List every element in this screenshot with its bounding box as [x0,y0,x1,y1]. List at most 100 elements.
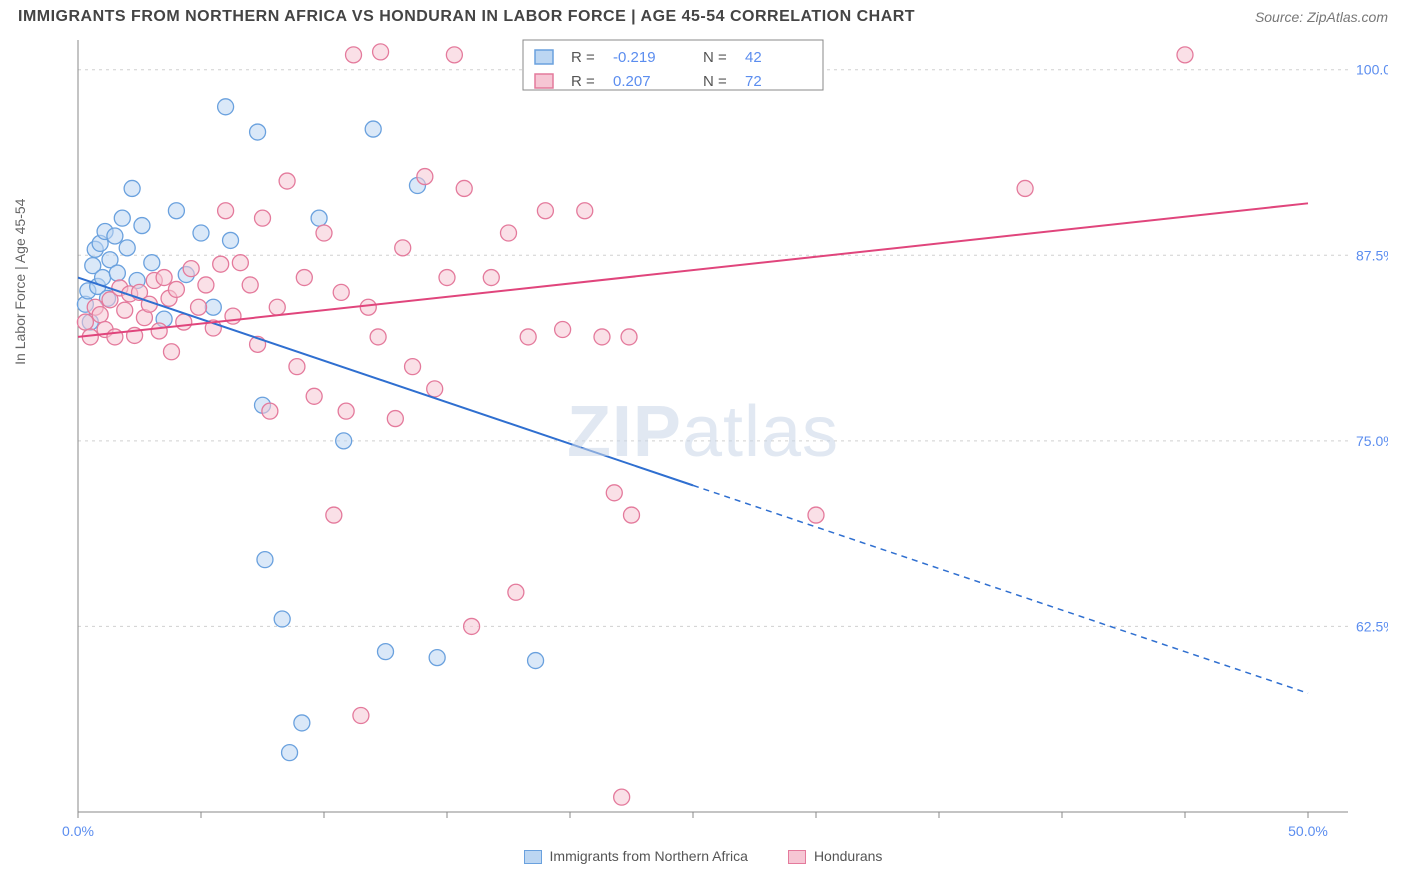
svg-text:75.0%: 75.0% [1356,433,1388,449]
correlation-scatter-chart: 62.5% 75.0% 87.5% 100.0% 0.0% 50.0% R = -0.219 N… [18,32,1388,842]
chart-header: IMMIGRANTS FROM NORTHERN AFRICA VS HONDU… [0,0,1406,32]
scatter-point [353,708,369,724]
svg-text:72: 72 [745,73,762,90]
scatter-point [274,611,290,627]
scatter-point [417,169,433,185]
scatter-point [156,270,172,286]
scatter-point [213,256,229,272]
scatter-point [405,359,421,375]
scatter-point [109,265,125,281]
scatter-point [262,403,278,419]
scatter-point [134,218,150,234]
svg-text:N =: N = [703,73,727,90]
scatter-point [333,284,349,300]
scatter-point [508,584,524,600]
scatter-point [606,485,622,501]
scatter-point [577,203,593,219]
scatter-point [218,99,234,115]
stats-legend-box [523,40,823,90]
svg-text:N =: N = [703,49,727,66]
scatter-point [168,203,184,219]
bottom-legend: Immigrants from Northern Africa Hondurans [18,848,1388,864]
svg-text:R =: R = [571,73,595,90]
svg-text:0.207: 0.207 [613,73,651,90]
scatter-point [429,650,445,666]
scatter-point [257,552,273,568]
scatter-point [198,277,214,293]
scatter-point [168,281,184,297]
scatter-point [365,121,381,137]
chart-source: Source: ZipAtlas.com [1255,9,1388,25]
scatter-point [124,180,140,196]
scatter-point [370,329,386,345]
scatter-point [289,359,305,375]
scatter-point [439,270,455,286]
svg-text:0.0%: 0.0% [62,823,94,839]
scatter-point [373,44,389,60]
scatter-point [183,261,199,277]
svg-text:R =: R = [571,49,595,66]
scatter-point [107,228,123,244]
scatter-point [1017,180,1033,196]
scatter-point [176,314,192,330]
scatter-point [378,644,394,660]
scatter-point [232,255,248,271]
scatter-point [242,277,258,293]
scatter-point [92,307,108,323]
svg-text:42: 42 [745,49,762,66]
scatter-point [151,323,167,339]
scatter-point [624,507,640,523]
legend-swatch [535,74,553,88]
trend-line [78,278,693,486]
scatter-point [306,388,322,404]
scatter-point [614,789,630,805]
scatter-point [144,255,160,271]
legend-swatch [535,50,553,64]
legend-item: Immigrants from Northern Africa [524,848,748,864]
scatter-point [163,344,179,360]
legend-swatch [788,850,806,864]
scatter-point [520,329,536,345]
scatter-point [316,225,332,241]
scatter-point [77,314,93,330]
svg-text:-0.219: -0.219 [613,49,656,66]
svg-text:87.5%: 87.5% [1356,247,1388,263]
scatter-point [296,270,312,286]
scatter-point [336,433,352,449]
scatter-point [282,745,298,761]
legend-swatch [524,850,542,864]
svg-text:62.5%: 62.5% [1356,618,1388,634]
svg-text:50.0%: 50.0% [1288,823,1328,839]
chart-title: IMMIGRANTS FROM NORTHERN AFRICA VS HONDU… [18,8,915,26]
scatter-point [360,299,376,315]
scatter-point [255,210,271,226]
scatter-point [191,299,207,315]
scatter-point [446,47,462,63]
chart-container: In Labor Force | Age 45-54 62.5%75.0%87.… [18,32,1388,864]
scatter-point [808,507,824,523]
scatter-point [218,203,234,219]
scatter-point [427,381,443,397]
svg-text:100.0%: 100.0% [1356,62,1388,78]
scatter-point [326,507,342,523]
scatter-point [269,299,285,315]
scatter-point [456,180,472,196]
scatter-point [279,173,295,189]
scatter-point [621,329,637,345]
legend-item: Hondurans [788,848,883,864]
scatter-point [483,270,499,286]
scatter-point [1177,47,1193,63]
scatter-point [537,203,553,219]
scatter-point [555,322,571,338]
y-axis-label: In Labor Force | Age 45-54 [12,199,28,365]
scatter-point [250,124,266,140]
scatter-point [117,302,133,318]
scatter-point [114,210,130,226]
scatter-point [501,225,517,241]
scatter-point [311,210,327,226]
scatter-point [387,411,403,427]
trend-line-extrapolated [693,485,1308,693]
scatter-point [294,715,310,731]
scatter-point [338,403,354,419]
scatter-point [119,240,135,256]
